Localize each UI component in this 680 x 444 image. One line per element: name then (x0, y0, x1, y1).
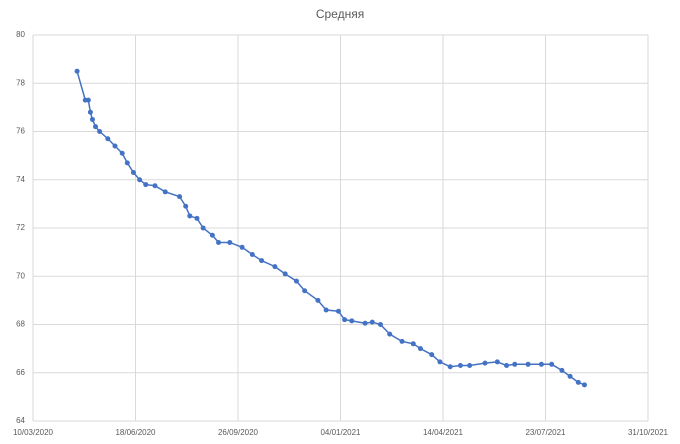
data-point (209, 232, 215, 238)
data-point (89, 116, 95, 122)
y-tick-label: 76 (16, 127, 25, 136)
data-point (369, 319, 375, 325)
data-point (410, 341, 416, 347)
data-point (177, 194, 183, 200)
chart-title: Средняя (316, 7, 364, 21)
y-tick-label: 74 (16, 175, 25, 184)
data-point (187, 213, 193, 219)
x-tick-label: 31/10/2021 (628, 428, 669, 437)
data-point (457, 363, 463, 369)
data-point (323, 307, 329, 313)
x-tick-label: 26/09/2020 (218, 428, 259, 437)
x-tick-label: 10/03/2020 (13, 428, 54, 437)
data-point (482, 360, 488, 366)
data-point (581, 382, 587, 388)
data-point (272, 264, 278, 270)
data-point (538, 361, 544, 367)
data-point (130, 170, 136, 176)
y-tick-label: 64 (16, 416, 25, 425)
y-tick-label: 66 (16, 368, 25, 377)
data-point (504, 363, 510, 369)
data-point (162, 189, 168, 195)
y-tick-label: 72 (16, 223, 25, 232)
x-tick-label: 04/01/2021 (320, 428, 361, 437)
data-point (87, 109, 93, 115)
x-tick-label: 14/04/2021 (423, 428, 464, 437)
data-point (112, 143, 118, 149)
data-point (567, 373, 573, 379)
data-point (335, 308, 341, 314)
data-point (239, 244, 245, 250)
y-tick-label: 80 (16, 30, 25, 39)
data-point (119, 150, 125, 156)
data-point (417, 346, 423, 352)
data-point (105, 136, 111, 142)
data-point (143, 182, 149, 188)
data-point (467, 363, 473, 369)
y-tick-label: 68 (16, 320, 25, 329)
data-point (216, 239, 222, 245)
x-tick-label: 23/07/2021 (525, 428, 566, 437)
data-point (342, 317, 348, 323)
data-point (124, 160, 130, 166)
data-point (194, 215, 200, 221)
y-tick-label: 70 (16, 271, 25, 280)
data-point (227, 239, 233, 245)
data-point (437, 359, 443, 365)
data-point (377, 322, 383, 327)
data-point (387, 331, 393, 337)
data-point (494, 359, 500, 365)
data-point (525, 361, 531, 367)
data-point (97, 129, 103, 134)
data-point (93, 124, 99, 130)
data-point (315, 297, 321, 303)
data-point (302, 288, 308, 294)
data-point (575, 379, 581, 385)
data-point (399, 338, 405, 344)
data-point (85, 97, 91, 103)
data-point (429, 352, 435, 358)
data-point (447, 364, 453, 370)
data-point (559, 367, 565, 373)
data-point (249, 252, 255, 258)
data-point (74, 68, 80, 74)
data-point (152, 183, 158, 189)
data-point (200, 225, 206, 231)
data-point (349, 318, 355, 324)
data-point (512, 361, 518, 367)
data-point (293, 278, 299, 284)
data-point (362, 320, 368, 326)
y-tick-label: 78 (16, 78, 25, 87)
data-point (259, 258, 265, 264)
data-point (549, 361, 555, 367)
x-tick-label: 18/06/2020 (115, 428, 156, 437)
data-point (137, 177, 143, 183)
data-point (282, 271, 288, 277)
data-point (183, 203, 189, 209)
